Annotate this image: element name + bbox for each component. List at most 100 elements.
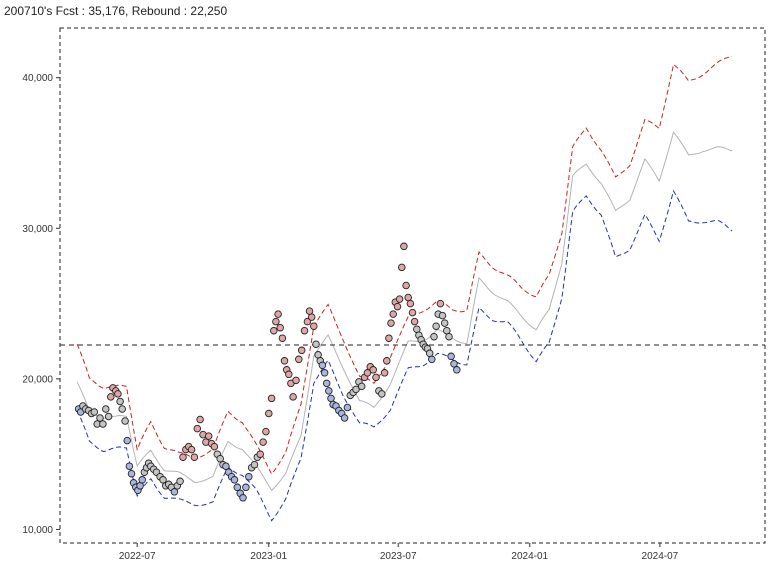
- x-tick-label: 2022-07: [119, 551, 156, 562]
- data-point: [310, 322, 318, 330]
- data-point: [450, 360, 458, 368]
- data-point: [193, 424, 202, 433]
- data-point: [245, 472, 253, 481]
- data-point: [307, 313, 316, 321]
- data-point: [387, 319, 395, 327]
- data-point: [99, 420, 107, 428]
- data-point: [327, 394, 335, 403]
- data-point: [96, 414, 104, 422]
- data-point: [230, 476, 239, 484]
- data-point: [372, 373, 380, 382]
- series-lines: [76, 55, 733, 522]
- y-tick-label: 40,000: [22, 73, 53, 84]
- y-axis: 10,000 20,000 30,000 40,000: [22, 73, 60, 536]
- x-tick-label: 2024-07: [642, 551, 679, 562]
- data-point: [440, 319, 449, 327]
- plot-frame: [59, 27, 766, 544]
- data-point: [278, 334, 287, 342]
- data-point: [116, 397, 124, 406]
- data-point: [204, 432, 213, 440]
- data-point: [400, 242, 408, 251]
- data-point: [410, 317, 419, 326]
- data-point: [408, 308, 417, 317]
- data-point: [389, 310, 397, 318]
- x-axis: 2022-07 2023-01 2023-07 2024-01 2024-07: [119, 543, 679, 562]
- data-point: [170, 488, 179, 496]
- data-point: [453, 366, 461, 374]
- data-point: [432, 322, 440, 330]
- data-point: [276, 323, 284, 332]
- data-point: [352, 385, 360, 394]
- data-point: [380, 369, 389, 377]
- data-point: [295, 355, 303, 364]
- data-point: [187, 445, 196, 454]
- x-tick-label: 2023-01: [250, 551, 287, 562]
- data-point: [357, 382, 366, 391]
- data-point: [445, 332, 453, 341]
- data-point: [250, 460, 259, 469]
- data-points: [74, 242, 461, 502]
- data-point: [262, 427, 270, 436]
- data-point: [274, 310, 282, 318]
- data-point: [210, 442, 219, 451]
- data-point: [300, 326, 309, 335]
- data-point: [285, 370, 293, 379]
- data-point: [363, 369, 372, 377]
- data-point: [242, 483, 250, 492]
- data-point: [138, 476, 146, 484]
- upper-band-line: [76, 55, 733, 475]
- data-point: [176, 477, 184, 486]
- data-point: [239, 494, 247, 502]
- data-point: [292, 376, 300, 385]
- data-point: [436, 299, 445, 308]
- y-tick-label: 30,000: [22, 224, 53, 235]
- data-point: [259, 438, 267, 446]
- forecast-line: [76, 130, 733, 492]
- data-point: [406, 299, 415, 308]
- data-point: [114, 390, 122, 398]
- data-point: [270, 326, 278, 335]
- data-point: [312, 340, 320, 348]
- data-point: [190, 453, 199, 461]
- x-tick-label: 2024-01: [511, 551, 548, 562]
- data-point: [272, 317, 280, 326]
- data-point: [179, 453, 187, 461]
- data-point: [233, 483, 242, 492]
- y-tick-label: 20,000: [22, 374, 53, 385]
- data-point: [303, 317, 312, 326]
- data-point: [265, 409, 273, 418]
- y-tick-label: 10,000: [22, 525, 53, 536]
- data-point: [256, 450, 264, 458]
- data-point: [320, 369, 329, 377]
- data-point: [118, 405, 126, 413]
- data-point: [280, 357, 289, 365]
- data-point: [322, 379, 331, 388]
- data-point: [383, 357, 391, 365]
- data-point: [404, 293, 412, 302]
- data-point: [127, 469, 136, 478]
- data-point: [123, 436, 131, 445]
- data-point: [428, 355, 436, 364]
- data-point: [398, 263, 406, 272]
- data-point: [430, 332, 438, 341]
- data-point: [267, 394, 276, 403]
- data-point: [125, 462, 134, 470]
- data-point: [325, 387, 333, 395]
- data-point: [385, 334, 393, 342]
- data-point: [159, 476, 167, 484]
- data-point: [343, 403, 352, 412]
- chart-title: 200710's Fcst : 35,176, Rebound : 22,250: [4, 4, 228, 18]
- data-point: [121, 417, 129, 425]
- data-point: [378, 390, 386, 398]
- data-point: [196, 415, 204, 424]
- data-point: [438, 311, 447, 320]
- data-point: [369, 366, 377, 374]
- x-tick-label: 2023-07: [380, 551, 417, 562]
- data-point: [393, 302, 402, 311]
- data-point: [289, 393, 297, 401]
- data-point: [340, 414, 349, 422]
- data-point: [297, 346, 306, 355]
- data-point: [90, 408, 99, 416]
- data-point: [318, 361, 327, 370]
